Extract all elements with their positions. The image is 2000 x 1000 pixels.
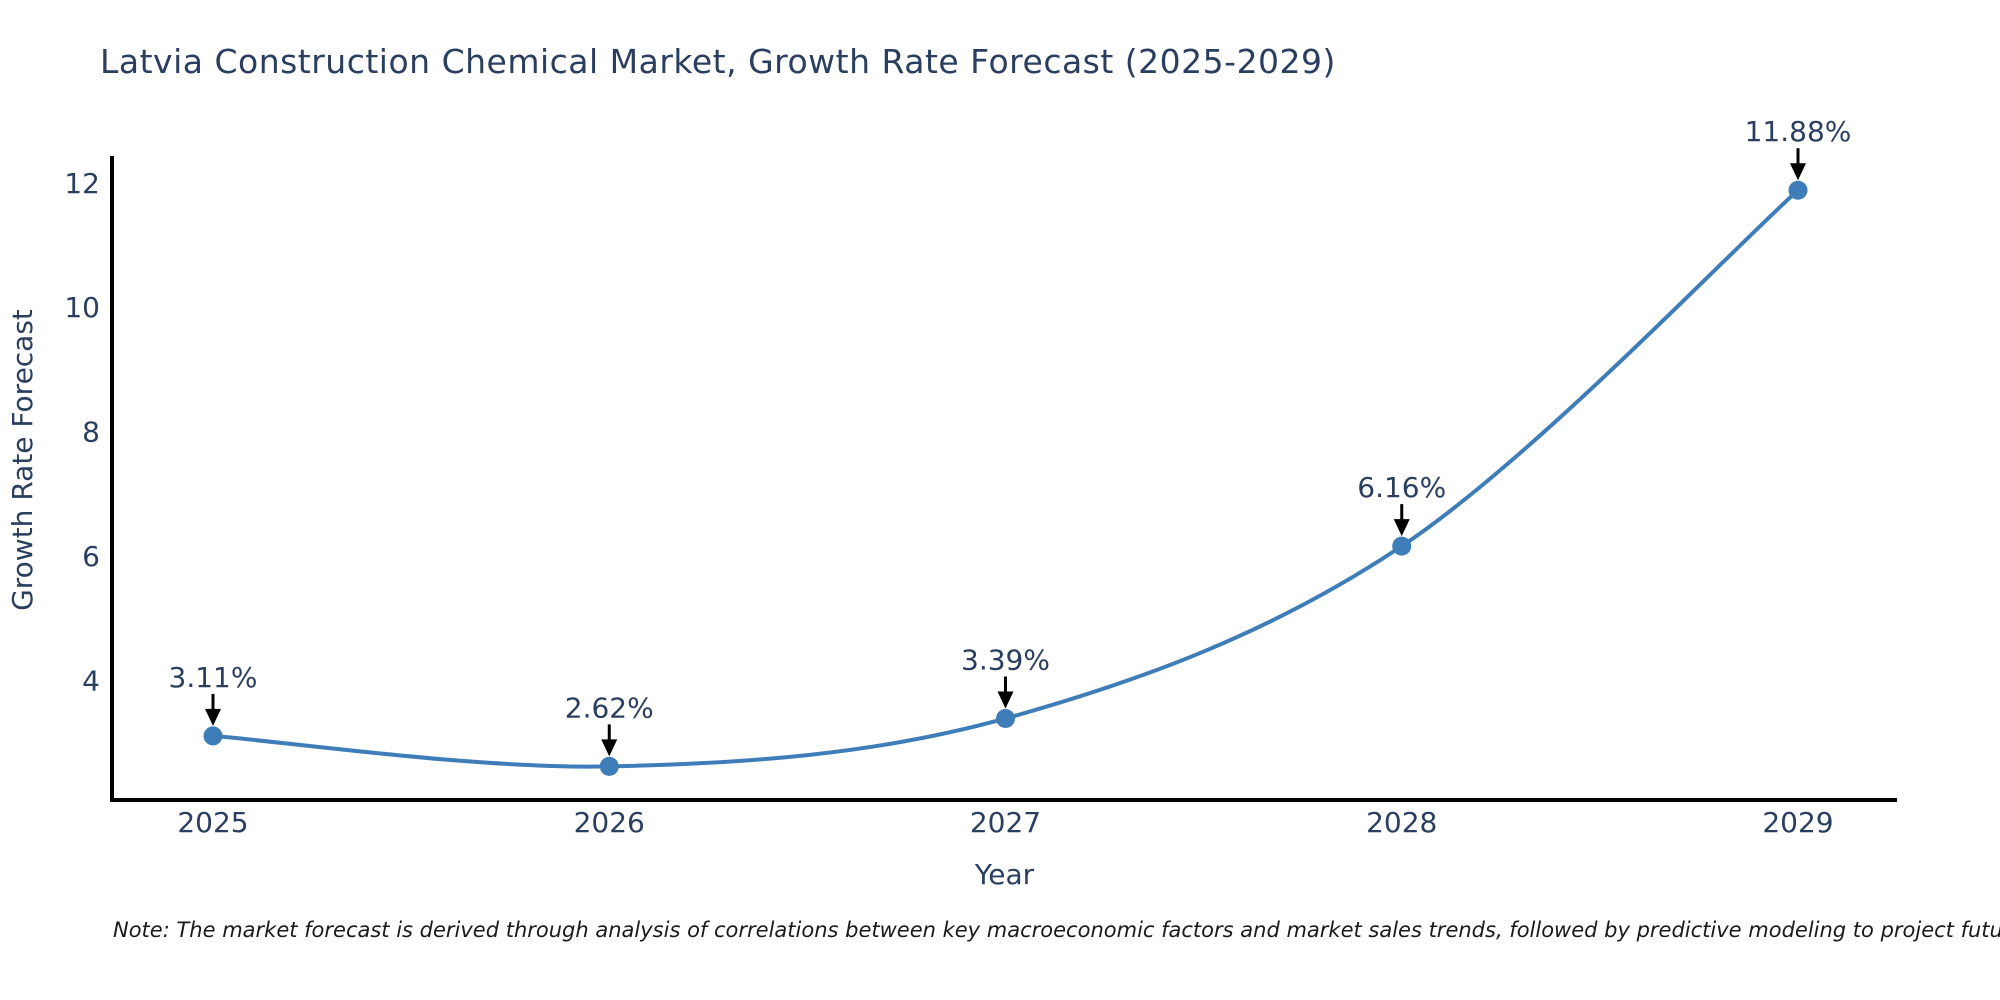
data-point-marker[interactable] xyxy=(203,726,223,746)
x-axis-tick-label: 2027 xyxy=(970,806,1041,839)
axis-spines xyxy=(110,156,1897,802)
y-axis-tick-label: 4 xyxy=(82,665,100,698)
series-line xyxy=(211,188,1800,769)
annotation-arrow-head xyxy=(601,739,618,757)
y-axis-tick-label: 6 xyxy=(82,540,100,573)
data-point-marker[interactable] xyxy=(1788,180,1808,200)
y-axis-tick-label: 8 xyxy=(82,416,100,449)
data-point-label: 6.16% xyxy=(1357,471,1446,504)
annotation-arrow-head xyxy=(1393,519,1410,537)
chart-title: Latvia Construction Chemical Market, Gro… xyxy=(100,42,1336,81)
growth-rate-forecast-chart: 4 6 8 10 12 2025 2026 2027 2028 2029 Year Growth Ra… xyxy=(6,115,1897,891)
data-point-marker[interactable] xyxy=(996,708,1015,728)
annotation-arrow-head xyxy=(1790,163,1806,181)
x-axis-tick-label: 2026 xyxy=(574,806,645,839)
x-axis-title: Year xyxy=(974,858,1035,891)
y-axis-title: Growth Rate Forecast xyxy=(6,309,39,611)
footnote: Note: The market forecast is derived thr… xyxy=(113,918,2000,942)
data-point-label: 3.11% xyxy=(169,661,258,694)
x-axis-tick-label: 2029 xyxy=(1762,806,1833,839)
data-point-marker[interactable] xyxy=(1392,536,1412,556)
annotation-arrow-head xyxy=(997,691,1014,709)
y-axis-tick-label: 12 xyxy=(64,167,100,200)
annotation-arrow-head xyxy=(205,708,221,726)
y-axis-tick-label: 10 xyxy=(64,291,100,324)
x-axis-tick-label: 2025 xyxy=(177,806,248,839)
data-point-marker[interactable] xyxy=(599,756,619,776)
data-point-label: 11.88% xyxy=(1745,115,1852,148)
data-point-label: 3.39% xyxy=(961,643,1050,676)
x-axis-tick-label: 2028 xyxy=(1366,806,1437,839)
data-point-label: 2.62% xyxy=(565,691,654,724)
